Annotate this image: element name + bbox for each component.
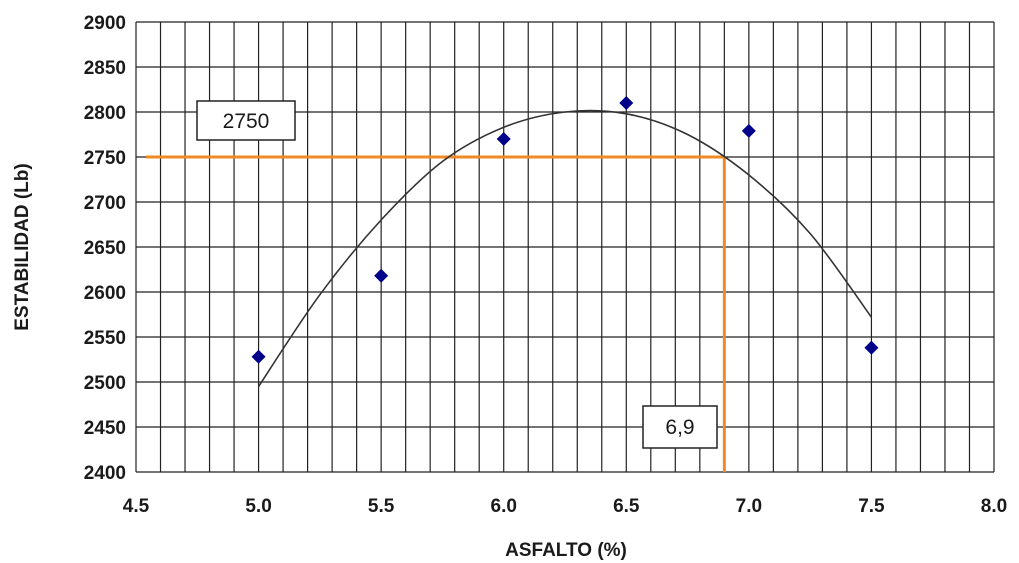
x-tick-label: 6.0: [491, 496, 517, 517]
data-point: [741, 123, 756, 138]
fit-curve-layer: [257, 109, 873, 387]
y-tick-label: 2750: [84, 148, 126, 169]
y-tick-label: 2400: [84, 463, 126, 484]
data-point: [864, 340, 879, 355]
y-tick-label: 2900: [84, 13, 126, 34]
x-tick-label: 6.5: [613, 496, 640, 517]
x-tick-label: 7.0: [736, 496, 762, 517]
fit-curve: [257, 109, 873, 387]
callout-2750-text: 2750: [223, 110, 270, 133]
grid-lines: [135, 21, 995, 473]
y-tick-label: 2650: [84, 238, 126, 259]
callout-6-9-box: [642, 405, 718, 449]
y-tick-labels: 2400 2450 2500 2550 2600 2650 2700 2750 2800 2850…: [84, 13, 126, 484]
y-tick-label: 2550: [84, 328, 126, 349]
x-axis-label: ASFALTO (%): [505, 540, 627, 561]
y-tick-label: 2700: [84, 193, 126, 214]
y-axis-label: ESTABILIDAD (Lb): [12, 163, 33, 330]
reference-lines: [146, 155, 726, 472]
y-tick-label: 2800: [84, 103, 126, 124]
x-tick-label: 4.5: [123, 496, 150, 517]
y-tick-label: 2500: [84, 373, 126, 394]
data-point: [496, 132, 511, 146]
data-point: [374, 268, 389, 283]
callout-2750: 2750: [196, 100, 296, 141]
y-tick-label: 2600: [84, 283, 126, 304]
data-point: [619, 96, 634, 110]
x-tick-label: 5.0: [245, 496, 271, 517]
x-tick-label: 5.5: [368, 496, 395, 517]
x-tick-label: 8.0: [981, 496, 1007, 517]
data-point: [251, 349, 266, 364]
callout-6-9: 6,9: [642, 405, 718, 449]
callout-2750-box: [196, 100, 296, 141]
callout-6-9-text: 6,9: [665, 416, 694, 439]
x-tick-label: 7.5: [858, 496, 885, 517]
data-points: [251, 96, 879, 364]
y-tick-label: 2850: [84, 58, 126, 79]
y-tick-label: 2450: [84, 418, 126, 439]
x-tick-labels: 4.5 5.0 5.5 6.0 6.5 7.0 7.5 8.0: [123, 496, 1007, 517]
